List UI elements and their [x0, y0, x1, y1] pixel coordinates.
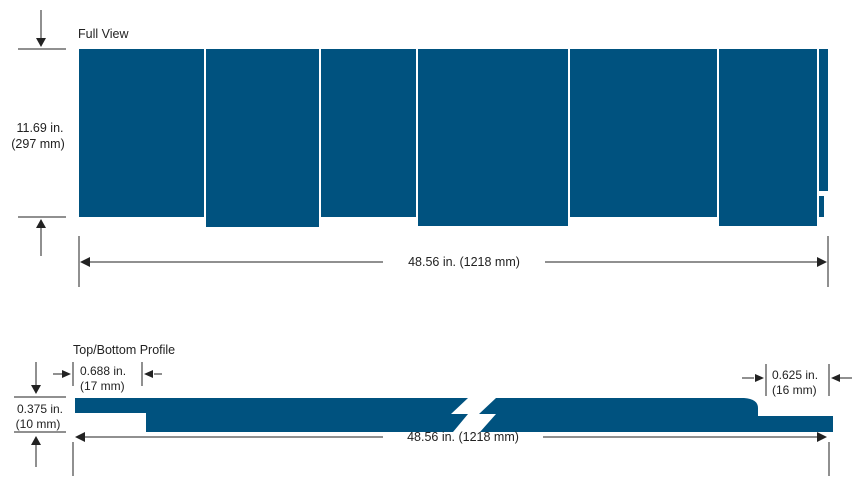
panel-segment [418, 49, 568, 226]
thickness-mm-label: (10 mm) [16, 417, 61, 431]
panel-segment [570, 49, 717, 217]
thickness-inches-label: 0.375 in. [17, 402, 63, 416]
left-offset-mm-label: (17 mm) [80, 379, 125, 393]
right-offset-mm-label: (16 mm) [772, 383, 817, 397]
panel-segment [719, 49, 817, 226]
panel-segment [819, 49, 828, 191]
profile-left-section [75, 398, 468, 432]
left-offset-inches-label: 0.688 in. [80, 364, 126, 378]
height-dimension: 11.69 in. (297 mm) [11, 10, 66, 256]
panel-segment [206, 49, 319, 227]
width-label: 48.56 in. (1218 mm) [408, 255, 520, 269]
full-view-panel [79, 49, 828, 227]
right-offset-inches-label: 0.625 in. [772, 368, 818, 382]
thickness-dimension: 0.375 in. (10 mm) [14, 362, 66, 467]
profile-title: Top/Bottom Profile [73, 343, 175, 357]
panel-segment [819, 196, 824, 217]
profile-shape [75, 398, 833, 432]
profile-width-label: 48.56 in. (1218 mm) [407, 430, 519, 444]
height-inches-label: 11.69 in. [16, 121, 63, 135]
panel-segment [79, 49, 204, 217]
left-offset-dimension: 0.688 in. (17 mm) [53, 362, 162, 393]
profile-width-dimension: 48.56 in. (1218 mm) [72, 430, 830, 476]
height-mm-label: (297 mm) [11, 137, 64, 151]
panel-segment [321, 49, 416, 217]
right-offset-dimension: 0.625 in. (16 mm) [742, 364, 852, 397]
full-view-title: Full View [78, 27, 129, 41]
profile-right-section [479, 398, 833, 432]
width-dimension: 48.56 in. (1218 mm) [78, 236, 829, 287]
